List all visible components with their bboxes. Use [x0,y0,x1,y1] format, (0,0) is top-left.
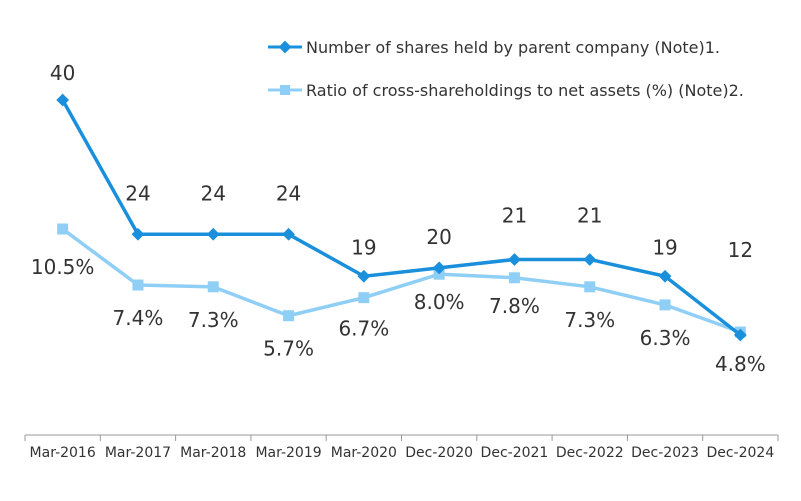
legend-diamond-marker [278,40,292,54]
x-tick-label: Dec-2022 [556,445,624,461]
data-label-ratio: 4.8% [715,352,766,376]
data-label-shares: 24 [125,181,150,205]
x-tick-label: Mar-2020 [331,445,397,461]
point-shares [206,227,220,241]
data-label-ratio: 6.7% [338,317,389,341]
data-label-ratio: 8.0% [414,290,465,314]
x-tick-label: Dec-2024 [706,445,774,461]
data-label-shares: 12 [728,238,753,262]
data-label-ratio: 7.3% [564,308,615,332]
data-label-ratio: 10.5% [31,255,95,279]
data-label-shares: 21 [577,203,602,227]
data-label-shares: 19 [351,235,376,259]
x-tick-label: Dec-2020 [405,445,473,461]
data-label-shares: 20 [426,225,451,249]
x-tick-label: Mar-2017 [105,445,171,461]
legend: Number of shares held by parent company … [268,38,744,100]
data-label-ratio: 7.3% [188,308,239,332]
data-label-ratio: 5.7% [263,337,314,361]
data-label-shares: 40 [50,61,75,85]
point-ratio [283,310,295,322]
series-ratio: 10.5% 7.4% 7.3% 5.7% 6.7% 8.0% 7.8% 7.3% 6.3% 4.8… [31,223,766,376]
x-tick-label: Mar-2019 [255,445,321,461]
legend-item-shares: Number of shares held by parent company … [268,38,720,57]
x-tick-label: Mar-2016 [30,445,96,461]
x-tick-label: Dec-2023 [631,445,699,461]
data-label-ratio: 6.3% [640,326,691,350]
series-line-ratio [61,227,741,334]
point-ratio [57,223,69,235]
point-ratio [508,272,520,284]
series-shares: 40 24 24 24 19 20 21 21 19 12 [50,61,753,342]
legend-label-ratio: Ratio of cross-shareholdings to net asse… [306,81,744,100]
x-tick-label: Mar-2018 [180,445,246,461]
data-label-shares: 24 [201,181,226,205]
point-ratio [358,292,370,304]
series-line-shares [61,99,742,337]
point-shares [583,253,597,266]
data-label-shares: 24 [276,181,301,205]
legend-item-ratio: Ratio of cross-shareholdings to net asse… [268,81,744,100]
point-ratio [659,299,671,311]
point-shares [131,227,145,241]
data-label-ratio: 7.8% [489,294,540,318]
data-label-shares: 19 [652,235,677,259]
legend-label-shares: Number of shares held by parent company … [306,38,720,57]
point-shares [508,253,521,266]
point-shares [432,261,446,275]
data-label-ratio: 7.4% [113,306,164,330]
point-ratio [584,281,596,293]
point-shares [357,269,371,283]
data-label-shares: 21 [502,203,527,227]
point-ratio [207,281,219,293]
point-ratio [132,279,144,291]
point-shares [282,227,295,241]
x-tick-label: Dec-2021 [481,445,549,461]
legend-square-marker [280,85,290,95]
x-axis-ticks: Mar-2016 Mar-2017 Mar-2018 Mar-2019 Mar-2020… [24,435,779,461]
series-group: 10.5% 7.4% 7.3% 5.7% 6.7% 8.0% 7.8% 7.3% 6.3% 4.8… [31,61,766,376]
